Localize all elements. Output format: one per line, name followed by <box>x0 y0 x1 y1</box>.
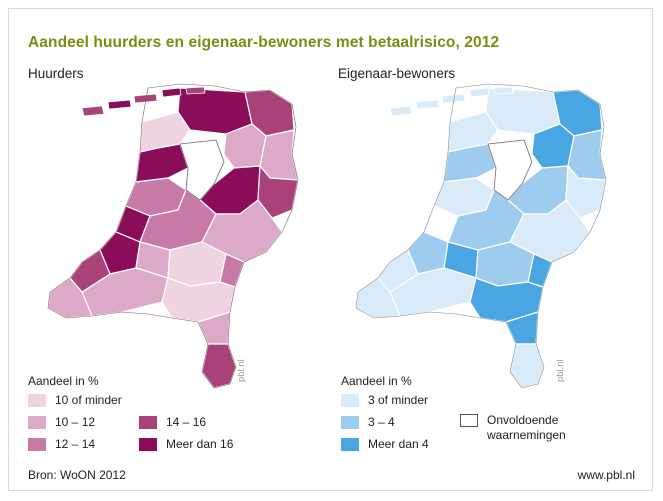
eigenaar-region-1 <box>485 87 561 135</box>
legend-swatch <box>341 437 359 451</box>
legend-swatch <box>28 393 46 407</box>
legend-label: 10 – 12 <box>55 415 96 429</box>
huurders-island-2 <box>107 99 132 110</box>
legend-swatch-no-data <box>460 414 478 427</box>
eigenaar-lake <box>487 139 533 201</box>
legend-item-right-2: 3 – 4 <box>341 414 395 430</box>
map-huurders <box>47 83 299 389</box>
legend-swatch <box>139 415 157 429</box>
legend-swatch <box>341 415 359 429</box>
legend-label: 10 of minder <box>55 393 122 407</box>
site-url: www.pbl.nl <box>577 468 635 482</box>
eigenaar-island-1 <box>389 105 413 117</box>
legend-item-left-5: Meer dan 16 <box>139 436 233 452</box>
panel-title-huurders: Huurders <box>28 66 84 81</box>
watermark-left: pbl.nl <box>236 359 247 382</box>
legend-title-right: Aandeel in % <box>341 374 412 388</box>
map-eigenaar-bewoners <box>355 83 607 389</box>
legend-item-left-3: 12 – 14 <box>28 436 95 452</box>
huurders-island-5 <box>185 86 206 95</box>
eigenaar-border <box>355 83 607 389</box>
legend-item-left-4: 14 – 16 <box>139 414 206 430</box>
legend-item-right-3: Meer dan 4 <box>341 436 429 452</box>
legend-label: Meer dan 4 <box>368 437 429 451</box>
eigenaar-island-2 <box>415 99 440 110</box>
legend-label: Meer dan 16 <box>166 437 234 451</box>
legend-item-left-1: 10 of minder <box>28 392 122 408</box>
legend-title-left: Aandeel in % <box>28 374 99 388</box>
legend-item-right-1: 3 of minder <box>341 392 428 408</box>
figure-title: Aandeel huurders en eigenaar-bewoners me… <box>28 34 500 51</box>
legend-swatch <box>139 437 157 451</box>
huurders-lake <box>179 139 225 201</box>
legend-swatch <box>28 415 46 429</box>
eigenaar-island-3 <box>441 93 466 104</box>
legend-item-no-data: Onvoldoende waarnemingen <box>460 413 566 446</box>
legend-label-no-data-1: Onvoldoende <box>487 413 559 427</box>
legend-label: 3 of minder <box>368 393 429 407</box>
huurders-region-1 <box>177 87 253 135</box>
panel-title-eigenaar-bewoners: Eigenaar-bewoners <box>338 66 456 81</box>
huurders-island-1 <box>81 105 105 117</box>
legend-label: 12 – 14 <box>55 437 96 451</box>
legend-swatch <box>28 437 46 451</box>
legend-label: 14 – 16 <box>166 415 207 429</box>
legend-item-left-2: 10 – 12 <box>28 414 95 430</box>
huurders-island-3 <box>133 93 158 104</box>
huurders-island-4 <box>161 87 182 98</box>
eigenaar-island-5 <box>493 86 514 95</box>
source-note: Bron: WoON 2012 <box>28 468 126 482</box>
legend-label: 3 – 4 <box>368 415 395 429</box>
huurders-border <box>47 83 299 389</box>
legend-label-no-data-2: waarnemingen <box>487 428 566 442</box>
eigenaar-island-4 <box>469 87 490 98</box>
watermark-right: pbl.nl <box>555 359 566 382</box>
legend-swatch <box>341 393 359 407</box>
